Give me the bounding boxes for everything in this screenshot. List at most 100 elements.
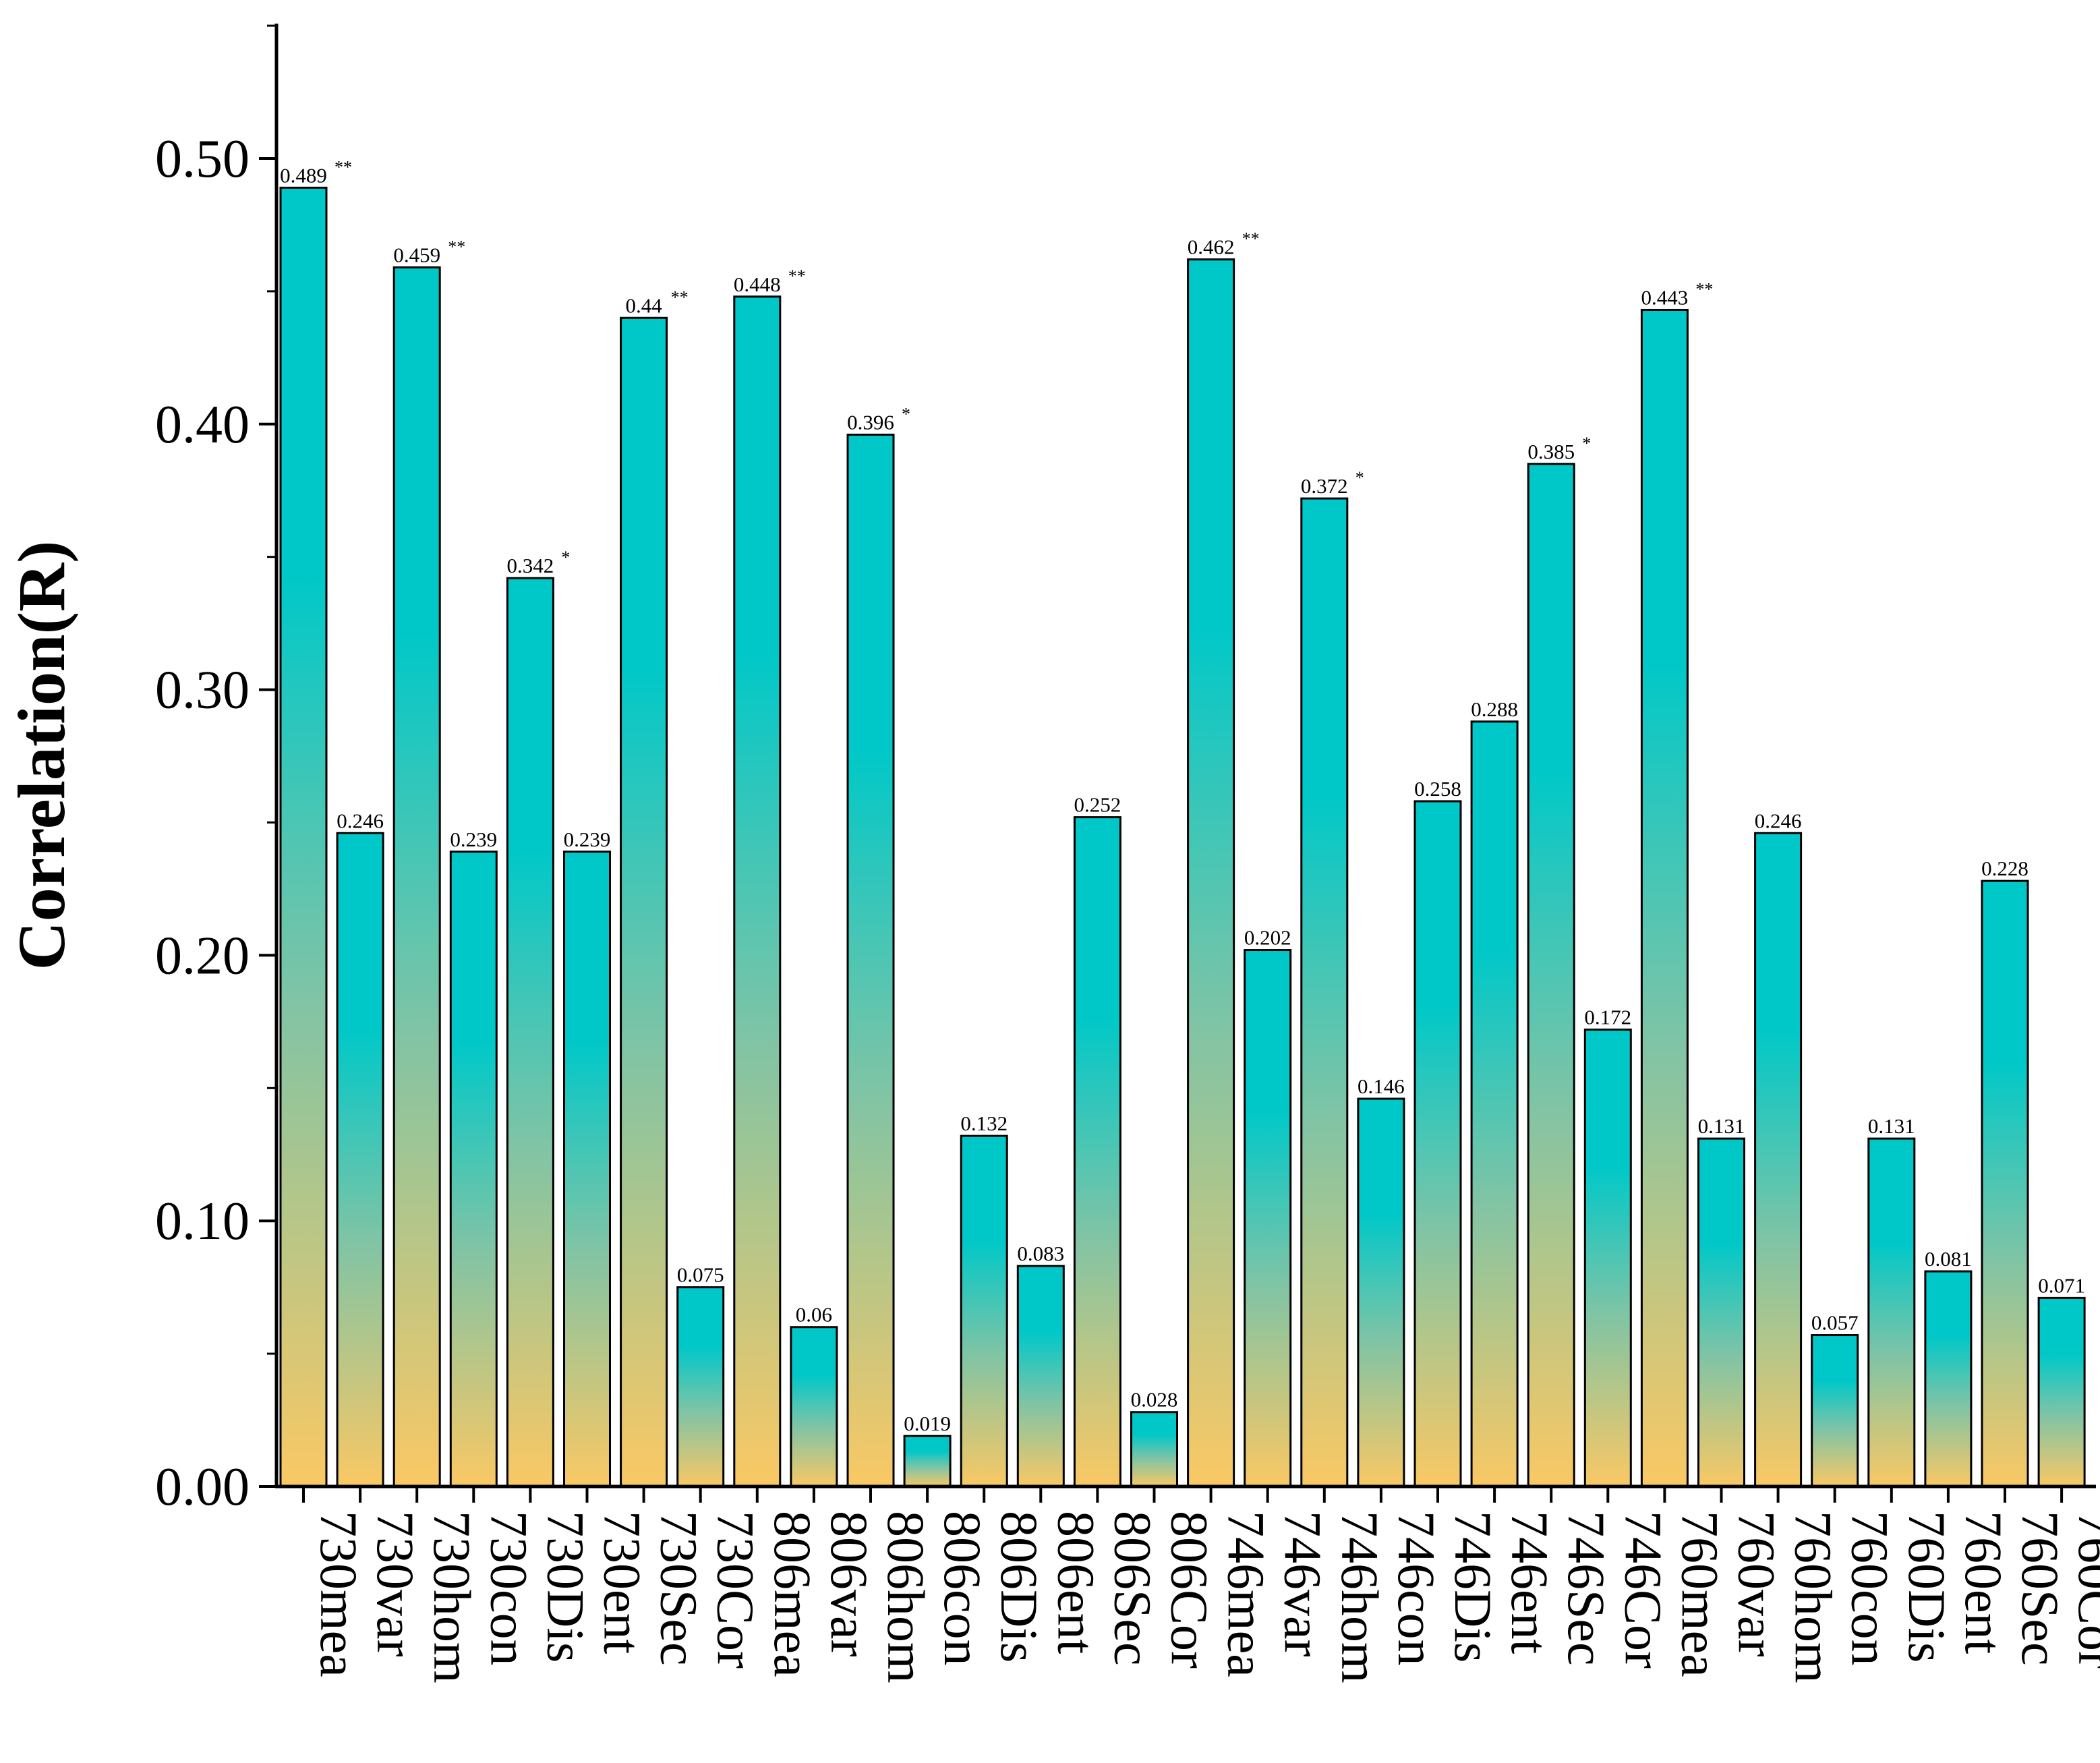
x-tick-label-760Sec: 760Sec bbox=[2011, 1511, 2070, 1666]
significance-label-746mea: ** bbox=[1242, 229, 1260, 249]
x-tick-label-760mea: 760mea bbox=[1670, 1511, 1729, 1677]
x-tick-label-806Sec: 806Sec bbox=[1103, 1511, 1162, 1666]
significance-label-730mea: ** bbox=[334, 157, 352, 177]
x-tick-label-806Cor: 806Cor bbox=[1161, 1511, 1219, 1669]
value-label-760Sec: 0.228 bbox=[1981, 857, 2029, 880]
value-label-730hom: 0.459 bbox=[393, 243, 440, 266]
significance-label-806hom: * bbox=[902, 405, 910, 424]
x-tick-label-730hom: 730hom bbox=[423, 1511, 482, 1683]
value-label-806hom: 0.396 bbox=[847, 411, 894, 434]
y-tick-label-0.50: 0.50 bbox=[155, 129, 250, 189]
x-tick-label-806hom: 806hom bbox=[877, 1511, 935, 1683]
x-tick-label-806Dis: 806Dis bbox=[990, 1511, 1049, 1663]
x-tick-label-730con: 730con bbox=[479, 1511, 538, 1666]
bar-806ent bbox=[1016, 1265, 1065, 1488]
bar-806hom bbox=[846, 434, 895, 1488]
value-label-730Dis: 0.342 bbox=[507, 554, 554, 577]
x-tick-label-746hom: 746hom bbox=[1331, 1511, 1389, 1683]
x-tick-label-760con: 760con bbox=[1841, 1511, 1900, 1666]
bar-730var bbox=[336, 832, 384, 1488]
x-tick-label-760var: 760var bbox=[1728, 1511, 1786, 1657]
x-tick-label-730ent: 730ent bbox=[593, 1511, 652, 1654]
value-label-806mea: 0.448 bbox=[734, 272, 781, 296]
bar-760Sec bbox=[1981, 879, 2029, 1488]
x-tick-label-760hom: 760hom bbox=[1784, 1511, 1843, 1683]
bar-730Dis bbox=[506, 577, 554, 1488]
y-axis: 0.00 0.10 0.20 0.30 0.40 0.50 bbox=[155, 24, 279, 1517]
bar-806con bbox=[903, 1435, 952, 1488]
bar-806Cor bbox=[1130, 1411, 1178, 1488]
bar-730hom bbox=[392, 266, 441, 1488]
x-tick-label-746Cor: 746Cor bbox=[1614, 1511, 1672, 1669]
x-tick-label-806ent: 806ent bbox=[1047, 1511, 1105, 1654]
bar-746mea bbox=[1187, 258, 1235, 1488]
x-tick-label-806var: 806var bbox=[820, 1511, 879, 1657]
value-label-806Cor: 0.028 bbox=[1131, 1388, 1178, 1412]
x-tick-label-806mea: 806mea bbox=[763, 1511, 822, 1677]
significance-label-746Sec: * bbox=[1582, 434, 1591, 453]
value-label-730Sec: 0.44 bbox=[625, 293, 662, 317]
value-label-760hom: 0.246 bbox=[1755, 809, 1802, 832]
value-label-746Dis: 0.258 bbox=[1414, 777, 1461, 801]
bar-746var bbox=[1244, 949, 1292, 1488]
bars-group bbox=[279, 186, 2086, 1488]
significance-label-730Dis: * bbox=[561, 548, 570, 567]
bar-730Cor bbox=[676, 1286, 725, 1488]
value-label-746Cor: 0.172 bbox=[1584, 1006, 1631, 1029]
bar-746Dis bbox=[1413, 800, 1462, 1488]
bar-806Sec bbox=[1073, 816, 1121, 1488]
x-tick-label-730Sec: 730Sec bbox=[650, 1511, 709, 1666]
value-label-760Cor: 0.071 bbox=[2038, 1273, 2085, 1297]
significance-label-806mea: ** bbox=[788, 266, 806, 286]
x-tick-label-806con: 806con bbox=[933, 1511, 992, 1666]
bar-760var bbox=[1697, 1137, 1745, 1488]
value-label-760var: 0.131 bbox=[1698, 1114, 1745, 1138]
value-label-806var: 0.06 bbox=[796, 1303, 832, 1327]
x-tick-label-746Sec: 746Sec bbox=[1557, 1511, 1616, 1666]
value-label-730var: 0.246 bbox=[337, 809, 384, 832]
x-tick-label-730var: 730var bbox=[366, 1511, 425, 1657]
y-tick-label-0.30: 0.30 bbox=[155, 661, 250, 720]
y-tick-label-0.10: 0.10 bbox=[155, 1192, 250, 1251]
value-label-746mea: 0.462 bbox=[1188, 235, 1235, 259]
value-label-806Sec: 0.252 bbox=[1074, 793, 1121, 817]
value-label-746hom: 0.372 bbox=[1301, 474, 1348, 498]
bar-760Cor bbox=[2037, 1296, 2086, 1488]
value-label-806Dis: 0.132 bbox=[960, 1111, 1008, 1135]
x-tick-label-746var: 746var bbox=[1274, 1511, 1333, 1657]
bar-746hom bbox=[1300, 497, 1349, 1488]
x-tick-label-746mea: 746mea bbox=[1217, 1511, 1276, 1677]
significance-label-730hom: ** bbox=[448, 237, 465, 256]
bar-760ent bbox=[1924, 1270, 1973, 1488]
x-tick-label-746ent: 746ent bbox=[1500, 1511, 1559, 1654]
bar-730mea bbox=[279, 186, 328, 1488]
x-tick-label-760ent: 760ent bbox=[1954, 1511, 2013, 1654]
significance-label-730Sec: ** bbox=[671, 287, 689, 307]
value-label-730ent: 0.239 bbox=[564, 828, 611, 851]
bar-806var bbox=[790, 1326, 838, 1488]
bar-806mea bbox=[733, 295, 782, 1488]
bar-760hom bbox=[1754, 832, 1803, 1488]
value-label-760ent: 0.081 bbox=[1925, 1247, 1972, 1271]
bar-746Cor bbox=[1583, 1029, 1632, 1488]
value-label-730Cor: 0.075 bbox=[677, 1263, 724, 1287]
bar-806Dis bbox=[960, 1134, 1008, 1488]
value-label-760mea: 0.443 bbox=[1641, 285, 1689, 309]
x-tick-label-730mea: 730mea bbox=[310, 1511, 368, 1677]
value-label-746var: 0.202 bbox=[1244, 926, 1291, 950]
y-tick-label-0.00: 0.00 bbox=[155, 1457, 250, 1517]
value-label-806ent: 0.083 bbox=[1017, 1242, 1064, 1265]
value-label-806con: 0.019 bbox=[904, 1412, 951, 1435]
x-tick-label-746con: 746con bbox=[1387, 1511, 1446, 1666]
x-axis: 730mea730var730hom730con730Dis730ent730S… bbox=[275, 1484, 2100, 1683]
bar-746con bbox=[1357, 1097, 1405, 1488]
bar-746ent bbox=[1470, 720, 1519, 1488]
bar-746Sec bbox=[1527, 463, 1575, 1488]
value-label-746con: 0.146 bbox=[1358, 1074, 1405, 1098]
y-axis-title: Correlation(R) bbox=[4, 541, 79, 971]
y-tick-label-0.20: 0.20 bbox=[155, 926, 250, 985]
bar-760Dis bbox=[1867, 1137, 1916, 1488]
y-tick-label-0.40: 0.40 bbox=[155, 395, 250, 455]
